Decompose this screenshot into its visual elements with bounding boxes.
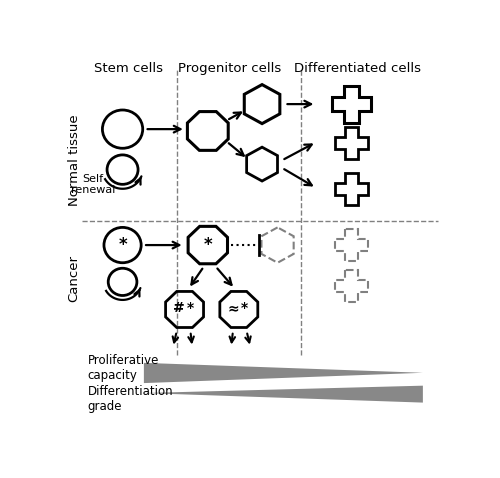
Text: ≈: ≈	[227, 301, 239, 315]
Text: Stem cells: Stem cells	[94, 62, 163, 75]
Text: Progenitor cells: Progenitor cells	[178, 62, 281, 75]
Text: Proliferative
capacity: Proliferative capacity	[88, 354, 159, 382]
Text: #: #	[173, 301, 184, 315]
Text: Cancer: Cancer	[68, 255, 80, 302]
Text: Normal tissue: Normal tissue	[68, 115, 80, 206]
Text: Differentiation
grade: Differentiation grade	[88, 385, 174, 413]
Text: *: *	[118, 236, 127, 254]
Text: *: *	[187, 301, 194, 315]
Polygon shape	[144, 363, 423, 383]
Text: Self
renewal: Self renewal	[70, 174, 115, 195]
Text: *: *	[241, 301, 248, 315]
Polygon shape	[144, 386, 423, 402]
Text: Differentiated cells: Differentiated cells	[294, 62, 420, 75]
Text: *: *	[204, 236, 212, 254]
